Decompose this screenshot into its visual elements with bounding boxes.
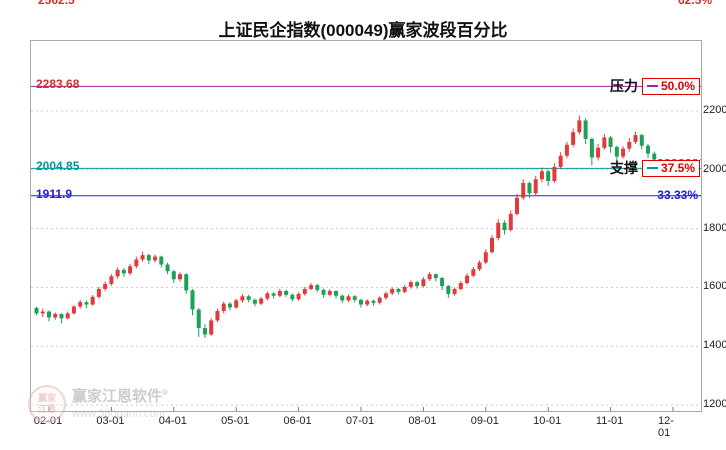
level-62-5-value-label: 2562.5 (38, 0, 75, 7)
level-line-dash-icon (646, 85, 658, 88)
percent-badge: 50.0% (641, 77, 700, 95)
x-axis-label: 10-01 (533, 415, 562, 427)
y-axis-label: 2200 (703, 104, 726, 116)
level-value-label: 2004.85 (36, 159, 80, 174)
y-axis-label: 1200 (703, 398, 726, 411)
candlestick-plot-area[interactable] (30, 40, 702, 412)
brand-logo-icon: 赢家 江恩 (28, 385, 66, 423)
pressure-support-label: 压力 (609, 78, 638, 95)
level-value-label: 2283.68 (36, 77, 80, 92)
level-62-5-percent-label: 62.5% (678, 0, 713, 7)
y-axis-label: 1400 (703, 339, 726, 352)
x-axis-label: 09-01 (470, 415, 499, 427)
y-axis: 2200 2000 1800 1600 1400 1200 (703, 40, 726, 410)
pressure-support-label: 支撑 (609, 160, 638, 177)
x-axis-label: 03-01 (96, 415, 125, 427)
watermark: 赢家 江恩 赢家江恩软件® www.360gann.com (28, 385, 168, 423)
x-axis-label: 12-01 (658, 415, 674, 439)
brand-logo-text-1: 赢家 (37, 393, 56, 403)
level-side-annotation: 支撑 37.5% (610, 158, 700, 178)
watermark-brand: 赢家江恩软件® (72, 388, 168, 405)
percent-label: 33.33% (657, 187, 698, 202)
x-axis-label: 11-01 (595, 415, 624, 427)
registered-mark: ® (162, 388, 168, 397)
level-side-annotation: 压力 50.0% (610, 76, 700, 96)
percent-badge: 37.5% (641, 159, 700, 177)
x-axis-label: 07-01 (345, 415, 375, 427)
x-axis-label: 05-01 (221, 415, 250, 427)
y-axis-label: 1600 (703, 280, 726, 293)
brand-logo-text-2: 江恩 (37, 404, 56, 414)
candlestick-canvas[interactable] (31, 41, 701, 411)
level-line-dash-icon (646, 167, 658, 170)
level-value-label: 1911.9 (36, 186, 73, 201)
x-axis-label: 06-01 (283, 415, 312, 427)
percent-label: 37.5% (660, 161, 695, 176)
percent-label: 50.0% (660, 79, 695, 94)
y-axis-label: 2000 (703, 162, 726, 175)
watermark-url: www.360gann.com (72, 408, 165, 420)
y-axis-label: 1800 (703, 221, 726, 234)
x-axis-label: 04-01 (158, 415, 187, 427)
x-axis-label: 08-01 (408, 415, 437, 427)
page-title: 上证民企指数(000049)赢家波段百分比 (218, 21, 508, 40)
